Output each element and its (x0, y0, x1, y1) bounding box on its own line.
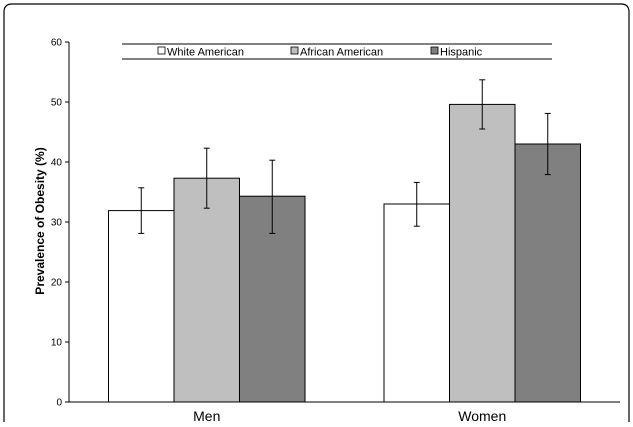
legend-swatch (430, 46, 439, 55)
error-bar (203, 147, 210, 209)
y-axis: 0 10 20 30 40 50 60 (51, 38, 70, 409)
y-tick-label: 0 (56, 398, 62, 409)
legend-item: Hispanic (430, 46, 483, 59)
legend-item: African American (290, 46, 383, 59)
bar-white-american-women (383, 203, 450, 403)
legend-item: White American (157, 46, 244, 59)
legend-label: Hispanic (440, 47, 483, 59)
y-axis-label: Prevalence of Obesity (%) (33, 147, 47, 294)
y-tick-label: 40 (51, 158, 63, 169)
error-bars-group (138, 79, 551, 234)
y-tick-label: 20 (51, 278, 63, 289)
error-bar (479, 79, 486, 130)
bar-white-american-men (108, 210, 175, 403)
x-axis-labels: Men Women (69, 401, 620, 424)
legend-label: African American (300, 47, 383, 59)
legend-box (122, 44, 552, 59)
legend-label: White American (167, 47, 244, 59)
legend-swatch (290, 46, 299, 55)
error-bar (544, 112, 551, 176)
error-bar (413, 181, 420, 227)
x-tick-label: Men (193, 408, 220, 422)
legend-swatch (157, 46, 166, 55)
chart-border (3, 3, 630, 422)
bar-african-american-men (173, 177, 240, 403)
x-tick-label: Women (458, 408, 506, 422)
error-bar (269, 159, 276, 234)
legend: White American African American Hispanic (122, 43, 552, 60)
y-tick-label: 30 (51, 218, 63, 229)
y-tick-label: 10 (51, 338, 63, 349)
bars-group (108, 103, 581, 403)
error-bar (138, 187, 145, 234)
bar-hispanic-women (514, 143, 581, 403)
y-tick-label: 60 (51, 38, 63, 49)
bar-african-american-women (449, 103, 516, 403)
y-tick-label: 50 (51, 98, 63, 109)
